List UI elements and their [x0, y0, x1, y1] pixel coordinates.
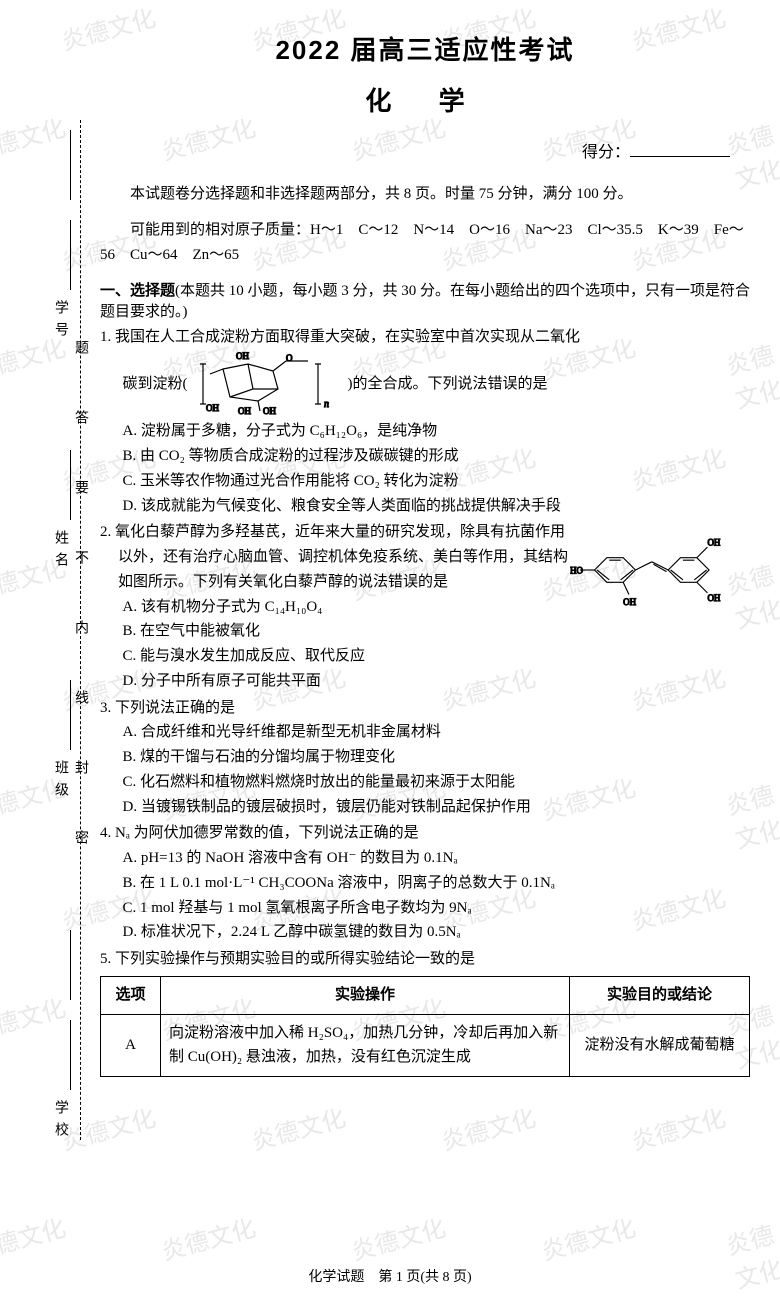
subject-title: 化 学	[100, 81, 750, 118]
oxyresveratrol-structure-icon: HO OH OH OH	[570, 525, 750, 631]
svg-text:OH: OH	[263, 406, 276, 416]
exam-title: 2022 届高三适应性考试	[100, 30, 750, 67]
q5-th-operation: 实验操作	[161, 976, 570, 1014]
q4-option-c: C. 1 mol 羟基与 1 mol 氢氧根离子所含电子数均为 9Nₐ	[123, 896, 751, 921]
q3-stem: 3. 下列说法正确的是	[100, 696, 750, 721]
q5-th-option: 选项	[101, 976, 161, 1014]
q2-stem: 2. 氧化白藜芦醇为多羟基芪，近年来大量的研究发现，除具有抗菌作用以外，还有治疗…	[100, 520, 570, 594]
score-field: 得分：	[100, 138, 750, 162]
section-note: (本题共 10 小题，每小题 3 分，共 30 分。在每小题给出的四个选项中，只…	[100, 283, 750, 320]
q4-option-d: D. 标准状况下，2.24 L 乙醇中碳氢键的数目为 0.5Nₐ	[123, 920, 751, 945]
question-1: 1. 我国在人工合成淀粉方面取得重大突破，在实验室中首次实现从二氧化 碳到淀粉(…	[100, 325, 750, 519]
q3-option-b: B. 煤的干馏与石油的分馏均属于物理变化	[123, 745, 751, 770]
starch-structure-icon: n O OH OH OH OH	[188, 349, 348, 419]
q4-option-a: A. pH=13 的 NaOH 溶液中含有 OH⁻ 的数目为 0.1Nₐ	[123, 846, 751, 871]
atomic-masses: 可能用到的相对原子质量：H～1 C～12 N～14 O～16 Na～23 Cl～…	[100, 218, 750, 269]
section-1-title: 一、选择题(本题共 10 小题，每小题 3 分，共 30 分。在每小题给出的四个…	[100, 279, 750, 321]
page-footer: 化学试题 第 1 页(共 8 页)	[0, 1266, 780, 1286]
q4-stem: 4. Nₐ 为阿伏加德罗常数的值，下列说法正确的是	[100, 821, 750, 846]
q5-th-conclusion: 实验目的或结论	[570, 976, 750, 1014]
q3-option-c: C. 化石燃料和植物燃料燃烧时放出的能量最初来源于太阳能	[123, 770, 751, 795]
q1-stem-line1: 1. 我国在人工合成淀粉方面取得重大突破，在实验室中首次实现从二氧化	[100, 325, 750, 350]
exam-intro: 本试题卷分选择题和非选择题两部分，共 8 页。时量 75 分钟，满分 100 分…	[100, 182, 750, 208]
question-5: 5. 下列实验操作与预期实验目的或所得实验结论一致的是 选项 实验操作 实验目的…	[100, 947, 750, 1077]
question-3: 3. 下列说法正确的是 A. 合成纤维和光导纤维都是新型无机非金属材料 B. 煤…	[100, 696, 750, 820]
q5-stem: 5. 下列实验操作与预期实验目的或所得实验结论一致的是	[100, 947, 750, 972]
svg-text:n: n	[324, 399, 329, 410]
question-4: 4. Nₐ 为阿伏加德罗常数的值，下列说法正确的是 A. pH=13 的 NaO…	[100, 821, 750, 945]
q4-option-b: B. 在 1 L 0.1 mol·L⁻¹ CH₃COONa 溶液中，阴离子的总数…	[123, 871, 751, 896]
q2-option-c: C. 能与溴水发生加成反应、取代反应	[123, 644, 751, 669]
q1-option-d: D. 该成就能为气候变化、粮食安全等人类面临的挑战提供解决手段	[123, 494, 751, 519]
svg-text:OH: OH	[623, 597, 636, 607]
q3-option-d: D. 当镀锡铁制品的镀层破损时，镀层仍能对铁制品起保护作用	[123, 795, 751, 820]
q2-option-d: D. 分子中所有原子可能共平面	[123, 669, 751, 694]
q5-row-a-opt: A	[101, 1014, 161, 1077]
q1-stem-mid2: )的全合成。下列说法错误的是	[348, 372, 548, 397]
svg-text:HO: HO	[570, 566, 583, 576]
svg-text:OH: OH	[206, 403, 219, 413]
q1-option-b: B. 由 CO₂ 等物质合成淀粉的过程涉及碳碳键的形成	[123, 444, 751, 469]
q1-option-a: A. 淀粉属于多糖，分子式为 C₆H₁₂O₆，是纯净物	[123, 419, 751, 444]
q5-table: 选项 实验操作 实验目的或结论 A 向淀粉溶液中加入稀 H₂SO₄，加热几分钟，…	[100, 976, 750, 1077]
svg-text:OH: OH	[238, 406, 251, 416]
page-content: 2022 届高三适应性考试 化 学 得分： 本试题卷分选择题和非选择题两部分，共…	[0, 0, 780, 1089]
q5-row-a-con: 淀粉没有水解成葡萄糖	[570, 1014, 750, 1077]
field-school: 学校	[50, 1100, 70, 1144]
svg-text:OH: OH	[707, 538, 720, 548]
section-heading: 一、选择题	[100, 282, 175, 299]
q2-option-b: B. 在空气中能被氧化	[123, 619, 571, 644]
svg-text:OH: OH	[707, 593, 720, 603]
q1-option-c: C. 玉米等农作物通过光合作用能将 CO₂ 转化为淀粉	[123, 469, 751, 494]
q1-stem-mid1: 碳到淀粉(	[123, 372, 188, 397]
q3-option-a: A. 合成纤维和光导纤维都是新型无机非金属材料	[123, 720, 751, 745]
q5-row-a-op: 向淀粉溶液中加入稀 H₂SO₄，加热几分钟，冷却后再加入新制 Cu(OH)₂ 悬…	[161, 1014, 570, 1077]
q2-option-a: A. 该有机物分子式为 C₁₄H₁₀O₄	[123, 595, 571, 620]
question-2: 2. 氧化白藜芦醇为多羟基芪，近年来大量的研究发现，除具有抗菌作用以外，还有治疗…	[100, 520, 750, 693]
score-label: 得分：	[582, 144, 630, 161]
svg-text:OH: OH	[236, 351, 249, 361]
